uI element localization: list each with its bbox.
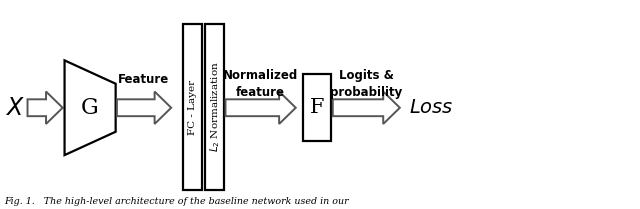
Polygon shape	[28, 92, 63, 124]
Text: feature: feature	[236, 86, 285, 99]
Polygon shape	[333, 92, 400, 124]
Text: F: F	[310, 98, 324, 117]
Text: Feature: Feature	[118, 73, 170, 86]
Text: probability: probability	[330, 86, 403, 99]
Polygon shape	[65, 60, 116, 155]
Text: Fig. 1.   The high-level architecture of the baseline network used in our: Fig. 1. The high-level architecture of t…	[4, 197, 349, 206]
Polygon shape	[117, 92, 172, 124]
Bar	[303, 74, 331, 141]
Text: FC - Layer: FC - Layer	[188, 80, 196, 135]
Text: $L_2$ Normalization: $L_2$ Normalization	[208, 62, 221, 153]
Polygon shape	[225, 92, 296, 124]
Text: $X$: $X$	[5, 96, 24, 120]
Text: Normalized: Normalized	[223, 69, 298, 82]
Text: $\mathit{Loss}$: $\mathit{Loss}$	[410, 99, 454, 117]
Text: G: G	[81, 97, 99, 119]
Bar	[182, 24, 202, 190]
Text: Logits &: Logits &	[339, 69, 394, 82]
Bar	[205, 24, 224, 190]
